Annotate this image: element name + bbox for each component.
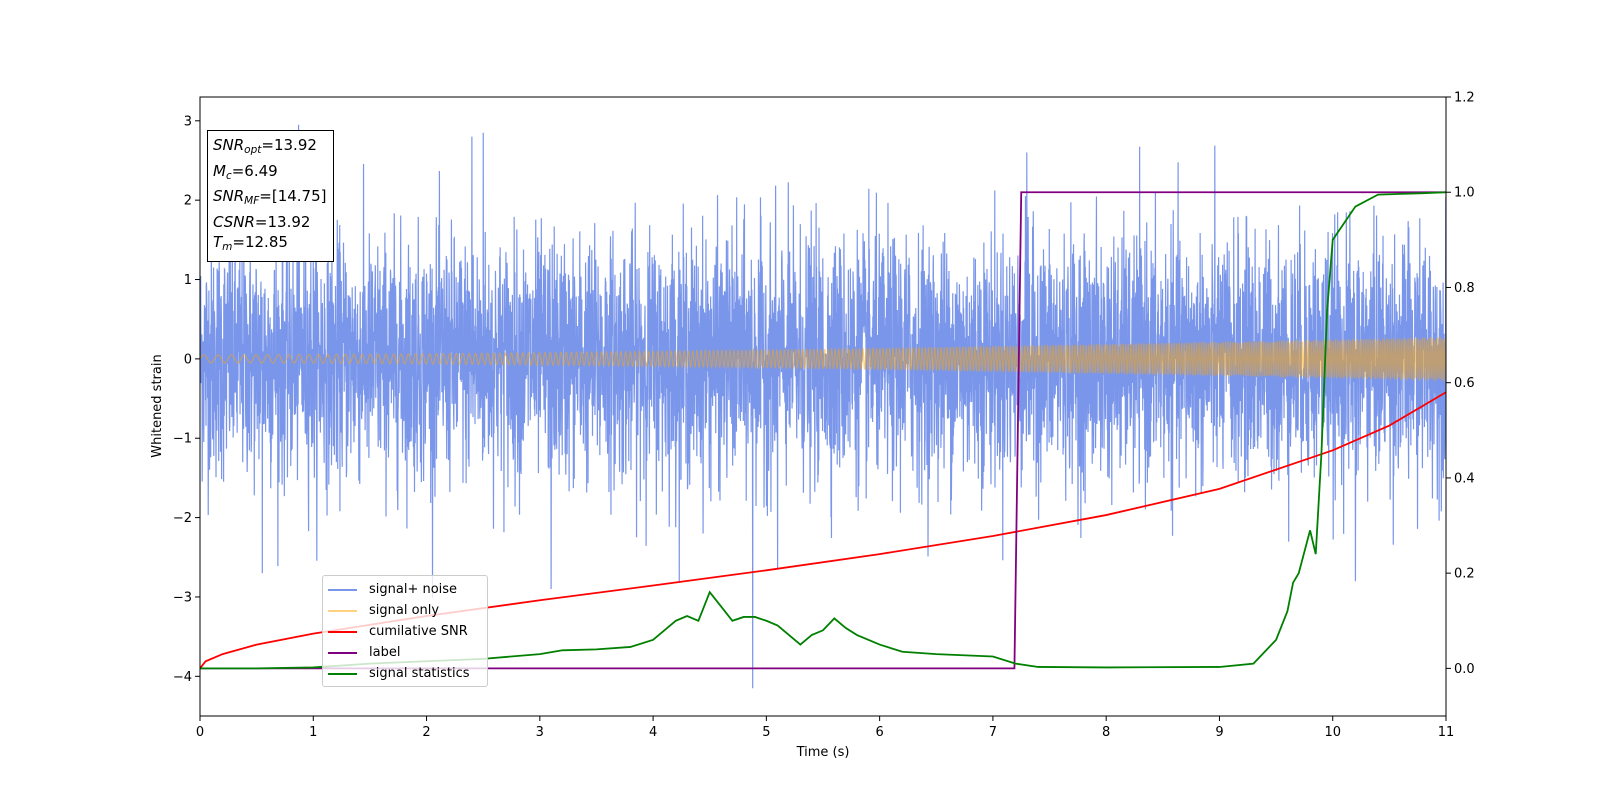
legend-entry-cumulative-snr: cumilative SNR: [328, 621, 483, 642]
legend-label: signal+ noise: [369, 582, 458, 597]
y2-tick-label: 1.2: [1454, 91, 1475, 106]
annotation-value: =6.49: [231, 161, 278, 180]
x-tick-label: 10: [1324, 725, 1341, 740]
annotation-var: SNR: [213, 187, 245, 205]
x-tick-label: 5: [762, 725, 770, 740]
legend-entry-signal-only: signal only: [328, 600, 483, 621]
x-tick-label: 11: [1438, 725, 1455, 740]
annotation-tm: Tm=12.85: [213, 232, 327, 258]
x-axis-label: Time (s): [796, 745, 850, 760]
y-tick-label: 2: [184, 194, 192, 209]
y-tick-label: 0: [184, 352, 192, 367]
annotation-mc: Mc=6.49: [213, 161, 327, 187]
y2-tick-label: 0.6: [1454, 376, 1475, 391]
y-tick-label: 3: [184, 114, 192, 129]
legend-swatch: [328, 609, 357, 612]
x-tick-label: 6: [875, 725, 883, 740]
plot-area: [200, 124, 1446, 689]
y-axis-ticks: −4 −3 −2 −1 0 1 2 3: [173, 114, 200, 685]
legend-label: label: [369, 645, 401, 660]
series-signal-statistics-line: [200, 191, 1446, 670]
x-axis-ticks: 0 1 2 3 4 5 6 7 8 9 10 11: [196, 716, 1454, 740]
annotation-value: =12.85: [232, 233, 288, 251]
series-label-line: [200, 191, 1446, 670]
y2-tick-label: 0.8: [1454, 281, 1475, 296]
plot-frame: [199, 96, 1447, 717]
legend-swatch: [328, 651, 357, 654]
annotation-snr-mf: SNRMF=[14.75]: [213, 186, 327, 212]
y-tick-label: 1: [184, 273, 192, 288]
annotation-sub: c: [225, 169, 232, 182]
x-tick-label: 0: [196, 725, 204, 740]
legend-label: signal statistics: [369, 666, 470, 681]
annotation-value: =[14.75]: [259, 187, 327, 205]
legend-swatch: [328, 630, 357, 633]
annotation-snr-opt: SNRopt=13.92: [213, 135, 327, 161]
annotation-box: SNRopt=13.92 Mc=6.49 SNRMF=[14.75] CSNR=…: [207, 130, 334, 262]
annotation-sub: m: [222, 241, 233, 253]
y-tick-label: −3: [173, 590, 192, 605]
x-tick-label: 4: [649, 725, 657, 740]
y2-tick-label: 0.2: [1454, 567, 1475, 582]
series-signal-only-line: [200, 336, 1446, 382]
legend-swatch: [328, 672, 357, 675]
legend-swatch: [328, 588, 357, 591]
annotation-var: CSNR: [213, 212, 255, 231]
x-tick-label: 2: [422, 725, 430, 740]
y2-axis-ticks: 0.0 0.2 0.4 0.6 0.8 1.0 1.2: [1446, 91, 1475, 677]
annotation-var: M: [213, 161, 226, 180]
annotation-var: SNR: [213, 136, 245, 154]
series-signal-noise-line: [200, 124, 1446, 689]
y-tick-label: −4: [173, 670, 192, 685]
y-tick-label: −2: [173, 511, 192, 526]
series-cumulative-snr-line: [200, 391, 1446, 669]
legend-entry-signal-noise: signal+ noise: [328, 579, 483, 600]
y-tick-label: −1: [173, 432, 192, 447]
y2-tick-label: 0.4: [1454, 471, 1475, 486]
annotation-value: =13.92: [261, 136, 317, 154]
y2-tick-label: 0.0: [1454, 662, 1475, 677]
annotation-var: T: [213, 233, 223, 251]
annotation-sub: MF: [244, 195, 260, 207]
legend-label: cumilative SNR: [369, 624, 468, 639]
legend-entry-signal-statistics: signal statistics: [328, 663, 483, 684]
legend-label: signal only: [369, 603, 440, 618]
x-tick-label: 3: [536, 725, 544, 740]
legend: signal+ noise signal only cumilative SNR…: [322, 575, 488, 687]
annotation-value: =13.92: [254, 212, 311, 231]
x-tick-label: 7: [989, 725, 997, 740]
y-axis-label: Whitened strain: [150, 354, 165, 457]
annotation-sub: opt: [244, 144, 262, 156]
y2-tick-label: 1.0: [1454, 186, 1475, 201]
annotation-csnr: CSNR=13.92: [213, 212, 327, 233]
x-tick-label: 8: [1102, 725, 1110, 740]
legend-entry-label: label: [328, 642, 483, 663]
x-tick-label: 1: [309, 725, 317, 740]
x-tick-label: 9: [1215, 725, 1223, 740]
